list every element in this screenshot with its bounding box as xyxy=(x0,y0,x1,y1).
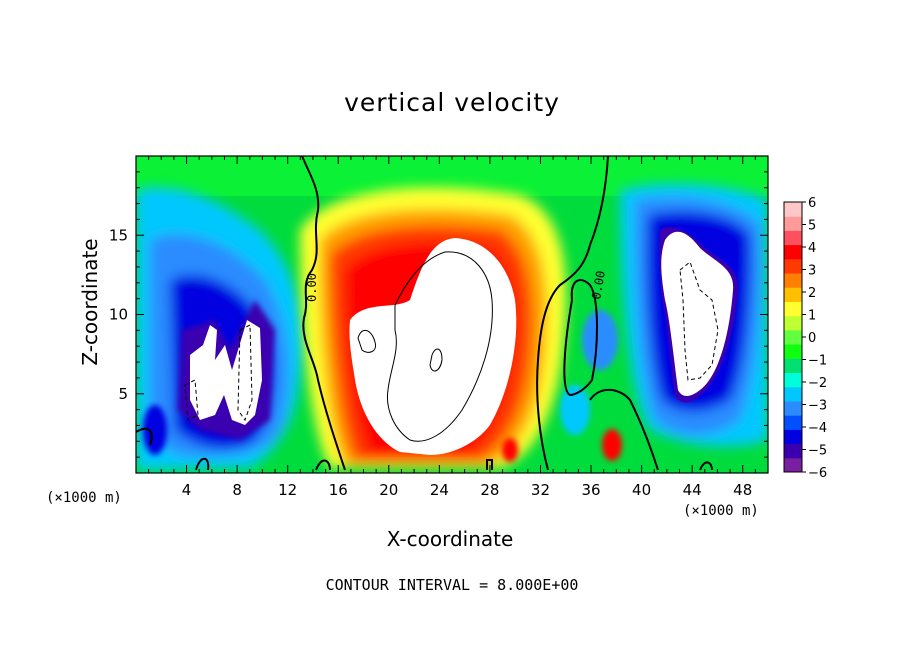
x-tick-label: 20 xyxy=(379,481,398,499)
colorbar-label: −4 xyxy=(808,421,827,436)
colorbar-label: 0 xyxy=(808,331,816,346)
x-tick-label: 48 xyxy=(733,481,752,499)
colorbar-label: −2 xyxy=(808,376,827,391)
x-tick-label: 16 xyxy=(329,481,348,499)
x-unit-right: (×1000 m) xyxy=(683,503,759,519)
x-tick-label: 24 xyxy=(430,481,449,499)
colorbar-label: −3 xyxy=(808,399,827,414)
colorbar-label: −6 xyxy=(808,466,827,481)
y-tick-label: 5 xyxy=(118,385,128,403)
contour-interval-note: CONTOUR INTERVAL = 8.000E+00 xyxy=(325,576,579,594)
colorbar-segment xyxy=(784,244,802,260)
colorbar-segment xyxy=(784,301,802,317)
x-tick-label: 36 xyxy=(581,481,600,499)
colorbar-label: 2 xyxy=(808,286,816,301)
colorbar-label: −5 xyxy=(808,444,827,459)
colorbar-segment xyxy=(784,329,802,345)
x-tick-label: 40 xyxy=(632,481,651,499)
x-tick-label: 28 xyxy=(480,481,499,499)
colorbar-segment xyxy=(784,429,802,445)
x-tick-label: 4 xyxy=(182,481,192,499)
colorbar-label: 4 xyxy=(808,241,816,256)
x-tick-label: 32 xyxy=(531,481,550,499)
colorbar: 6 5 4 3 2 1 0 −1 −2 −3 −4 −5 −6 xyxy=(783,196,827,481)
colorbar-segment xyxy=(784,344,802,359)
colorbar-segment xyxy=(784,287,802,302)
colorbar-segment xyxy=(784,457,802,473)
x-tick-label: 8 xyxy=(232,481,242,499)
contour-label-left: 0.00 xyxy=(305,273,319,302)
zero-contours xyxy=(136,156,713,471)
contour-label-right-a: 0.00 xyxy=(589,270,608,301)
colorbar-segment xyxy=(784,202,802,217)
colorbar-label: −1 xyxy=(808,354,827,369)
colorbar-label: 1 xyxy=(808,309,816,324)
colorbar-segment xyxy=(784,415,802,430)
colorbar-segment xyxy=(784,315,802,331)
colorbar-segment xyxy=(784,358,802,374)
interior-contours xyxy=(184,251,719,442)
colorbar-label: 5 xyxy=(808,219,816,234)
x-tick-label: 12 xyxy=(278,481,297,499)
colorbar-label: 6 xyxy=(808,196,816,211)
heatmap-field xyxy=(136,156,768,473)
y-tick-label: 15 xyxy=(109,226,128,244)
colorbar-segment xyxy=(784,258,802,274)
x-axis-label: X-coordinate xyxy=(386,527,514,551)
colorbar-segment xyxy=(784,372,802,388)
x-unit-left: (×1000 m) xyxy=(46,490,122,506)
y-axis-label: Z-coordinate xyxy=(78,238,102,366)
colorbar-label: 3 xyxy=(808,264,816,279)
y-tick-label: 10 xyxy=(109,306,128,324)
colorbar-segment xyxy=(784,400,802,416)
colorbar-segment xyxy=(784,216,802,231)
colorbar-segment xyxy=(784,230,802,246)
colorbar-segment xyxy=(784,443,802,459)
colorbar-segment xyxy=(784,273,802,288)
chart-title: vertical velocity xyxy=(344,88,560,117)
x-tick-label: 44 xyxy=(683,481,702,499)
colorbar-segment xyxy=(784,386,802,402)
